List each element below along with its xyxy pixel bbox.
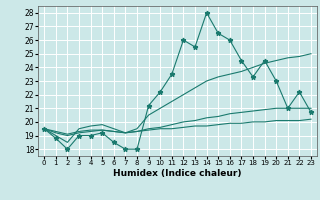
X-axis label: Humidex (Indice chaleur): Humidex (Indice chaleur) (113, 169, 242, 178)
